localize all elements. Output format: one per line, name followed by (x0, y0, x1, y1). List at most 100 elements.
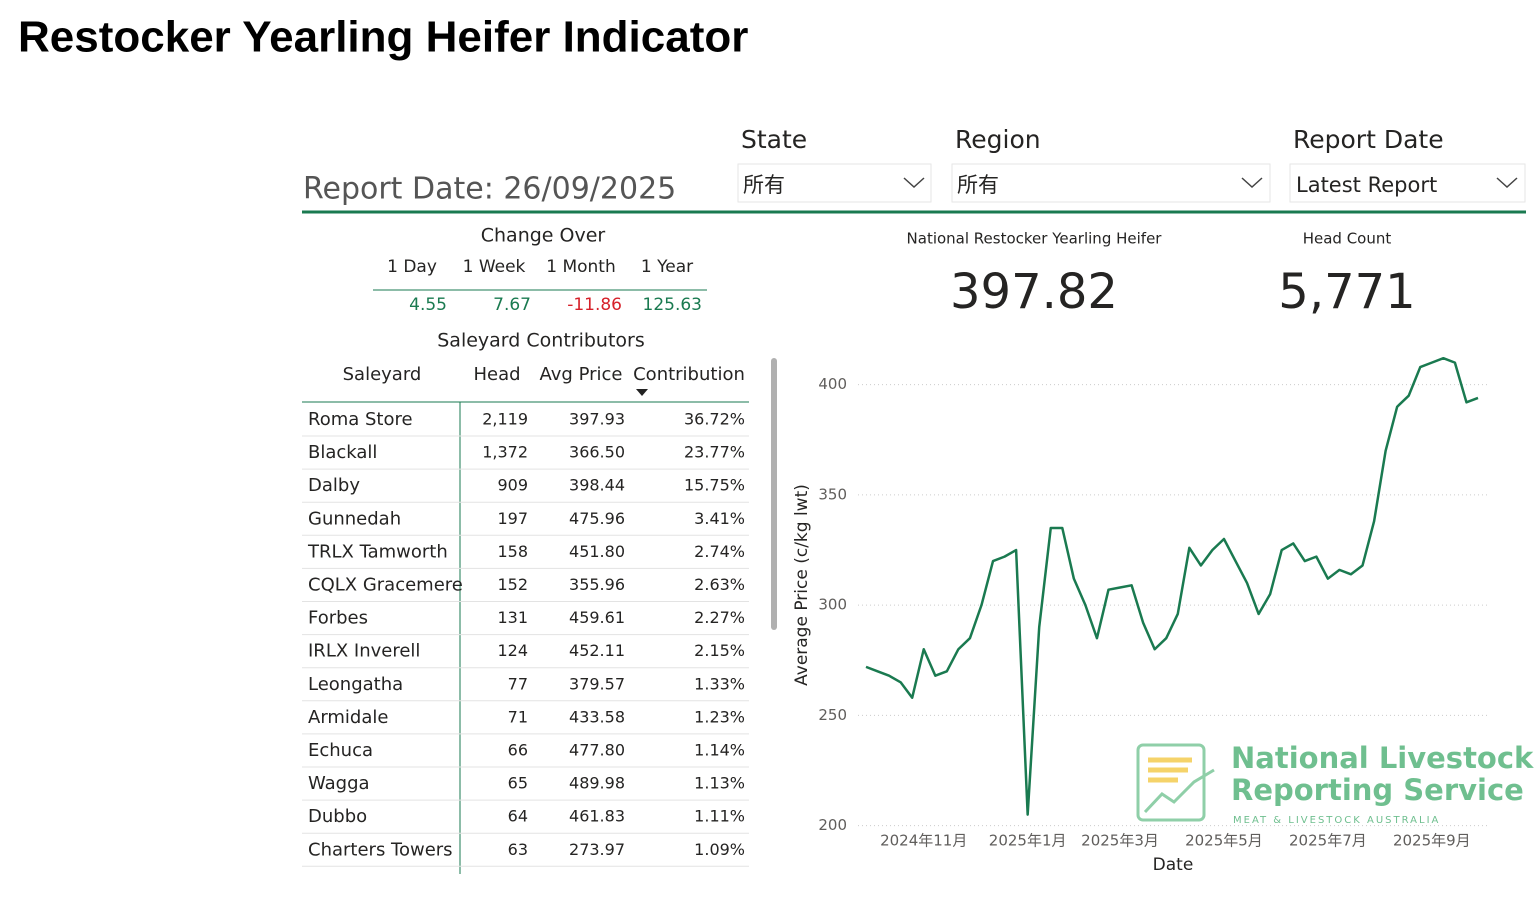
kpi-value: 5,771 (1278, 264, 1415, 320)
table-cell: Dubbo (308, 806, 367, 827)
table-cell: Echuca (308, 740, 373, 761)
table-cell: 1.33% (694, 674, 745, 693)
table-cell: 158 (497, 542, 528, 561)
table-cell: 1.14% (694, 741, 745, 760)
change-column: 1 Week (463, 257, 526, 277)
report-date-label: Report Date: 26/09/2025 (303, 172, 676, 207)
table-cell: 2.63% (694, 575, 745, 594)
price-line (865, 356, 1479, 816)
table-cell: 379.57 (569, 674, 625, 693)
table-cell: 451.80 (569, 542, 625, 561)
table-cell: IRLX Inverell (308, 641, 420, 662)
table-cell: 23.77% (684, 443, 745, 462)
table-cell: 15.75% (684, 476, 745, 495)
filter-box[interactable] (951, 163, 1271, 203)
table-cell: CQLX Gracemere (308, 575, 463, 596)
table-header: Head (473, 364, 520, 385)
x-axis-title: Date (1153, 855, 1194, 875)
sort-icon (636, 389, 648, 396)
table-cell: 366.50 (569, 443, 625, 462)
table-cell: 2.27% (694, 608, 745, 627)
saleyard-title: Saleyard Contributors (437, 330, 645, 352)
table-cell: 459.61 (569, 608, 625, 627)
x-tick-label: 2025年5月 (1185, 832, 1263, 850)
filter-box[interactable] (737, 163, 932, 203)
table-cell: 77 (508, 674, 528, 693)
table-cell: 489.98 (569, 774, 625, 793)
kpi-label: National Restocker Yearling Heifer (907, 230, 1163, 248)
table-cell: 131 (497, 608, 528, 627)
scrollbar[interactable] (771, 358, 777, 630)
change-value: 125.63 (643, 295, 702, 315)
table-cell: Roma Store (308, 409, 413, 430)
table-cell: 1.23% (694, 707, 745, 726)
x-tick-label: 2025年3月 (1081, 832, 1159, 850)
table-cell: Forbes (308, 608, 368, 629)
x-tick-label: 2025年9月 (1393, 832, 1471, 850)
table-cell: Dalby (308, 475, 360, 496)
table-cell: Charters Towers (308, 839, 453, 860)
logo-icon (1143, 768, 1215, 814)
table-cell: 475.96 (569, 509, 625, 528)
table-cell: 36.72% (684, 410, 745, 429)
y-axis-title: Average Price (c/kg lwt) (792, 484, 812, 686)
y-tick-label: 200 (818, 816, 847, 834)
filter-label: Region (955, 125, 1041, 154)
table-cell: 355.96 (569, 575, 625, 594)
table-cell: 452.11 (569, 641, 625, 660)
table-cell: 66 (508, 741, 528, 760)
table-cell: 273.97 (569, 840, 625, 859)
table-cell: 397.93 (569, 410, 625, 429)
table-cell: Gunnedah (308, 508, 401, 529)
logo-icon (1148, 757, 1192, 783)
dropdown-icon (1241, 177, 1263, 189)
table-header: Avg Price (540, 364, 623, 385)
table-cell: Blackall (308, 442, 377, 463)
table-cell: Armidale (308, 707, 388, 728)
change-title: Change Over (481, 225, 606, 247)
table-cell: 398.44 (569, 476, 625, 495)
logo-text: National Livestock (1231, 741, 1534, 775)
table-cell: 477.80 (569, 741, 625, 760)
filter-value: 所有 (743, 173, 785, 197)
dropdown-icon (903, 177, 925, 189)
table-cell: 65 (508, 774, 528, 793)
logo-icon (1136, 743, 1206, 822)
logo-text: MEAT & LIVESTOCK AUSTRALIA (1233, 815, 1440, 826)
x-tick-label: 2024年11月 (880, 832, 967, 850)
change-column: 1 Day (387, 257, 437, 277)
kpi-label: Head Count (1303, 230, 1392, 248)
filter-value: 所有 (957, 173, 999, 197)
table-cell: 64 (508, 807, 528, 826)
y-tick-label: 300 (818, 596, 847, 614)
table-cell: Wagga (308, 773, 370, 794)
table-cell: 909 (497, 476, 528, 495)
table-cell: 3.41% (694, 509, 745, 528)
table-cell: 461.83 (569, 807, 625, 826)
table-cell: 63 (508, 840, 528, 859)
filter-value: Latest Report (1296, 173, 1437, 197)
table-cell: 1.11% (694, 807, 745, 826)
change-value: 4.55 (409, 295, 447, 315)
table-cell: 152 (497, 575, 528, 594)
dropdown-icon (1496, 177, 1518, 189)
logo-text: Reporting Service (1231, 773, 1524, 807)
table-header: Saleyard (343, 364, 422, 385)
y-tick-label: 250 (818, 706, 847, 724)
y-tick-label: 350 (818, 485, 847, 503)
table-cell: TRLX Tamworth (307, 541, 448, 562)
filter-box[interactable] (1289, 163, 1526, 203)
table-cell: 2.15% (694, 641, 745, 660)
x-tick-label: 2025年1月 (989, 832, 1067, 850)
change-column: 1 Year (641, 257, 693, 277)
table-cell: 433.58 (569, 707, 625, 726)
table-cell: 1.09% (694, 840, 745, 859)
change-value: -11.86 (567, 295, 622, 315)
y-tick-label: 400 (818, 375, 847, 393)
table-header: Contribution (633, 364, 745, 385)
table-cell: 1,372 (482, 443, 528, 462)
table-cell: 1.13% (694, 774, 745, 793)
kpi-value: 397.82 (950, 264, 1118, 320)
filter-label: State (741, 125, 807, 154)
